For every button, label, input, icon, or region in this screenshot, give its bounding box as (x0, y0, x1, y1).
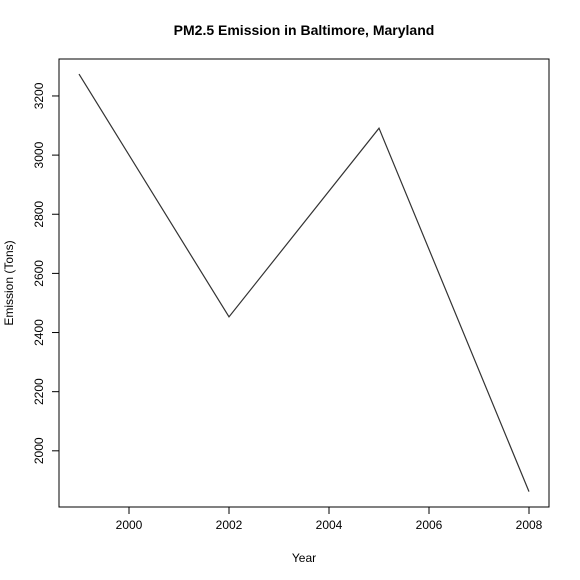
plot-frame (58, 58, 550, 508)
series-line (78, 73, 530, 492)
x-axis-label: Year (292, 551, 316, 565)
y-tick-label: 2400 (32, 319, 46, 346)
y-tick-label: 2800 (32, 201, 46, 228)
y-tick-label: 2200 (32, 378, 46, 405)
y-axis: 2000 2200 2400 2600 2800 3000 3200 (32, 82, 60, 464)
y-axis-label: Emission (Tons) (2, 240, 16, 325)
x-tick-label: 2000 (116, 518, 143, 532)
x-axis: 2000 2002 2004 2006 2008 (116, 506, 543, 532)
x-tick-label: 2008 (516, 518, 543, 532)
y-tick-label: 3000 (32, 141, 46, 168)
x-tick-label: 2004 (316, 518, 343, 532)
x-tick-label: 2002 (216, 518, 243, 532)
x-tick-label: 2006 (416, 518, 443, 532)
y-tick-label: 2000 (32, 437, 46, 464)
series-group (78, 73, 530, 492)
chart-title: PM2.5 Emission in Baltimore, Maryland (174, 22, 435, 38)
y-tick-label: 2600 (32, 260, 46, 287)
y-tick-label: 3200 (32, 82, 46, 109)
